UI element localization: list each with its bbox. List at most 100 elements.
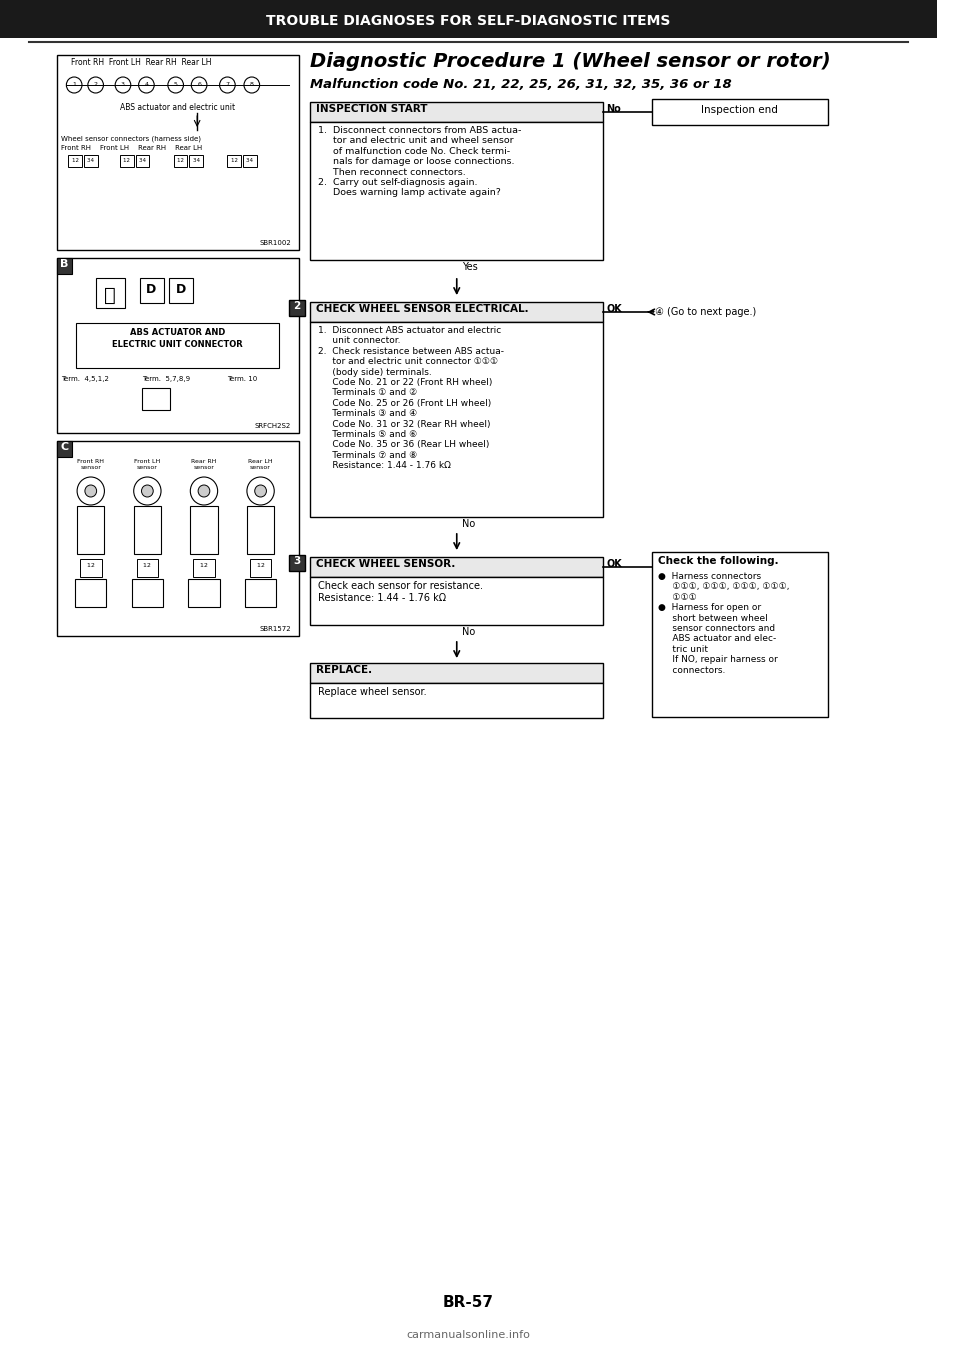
Text: OK: OK — [606, 304, 622, 314]
Text: 1⁠2: 1⁠2 — [72, 158, 79, 163]
Text: 1⁠2: 1⁠2 — [143, 564, 152, 568]
Bar — [310, 663, 603, 683]
Bar — [188, 579, 220, 607]
Bar — [310, 577, 603, 625]
Bar — [75, 579, 107, 607]
Bar — [68, 155, 82, 167]
Bar — [76, 323, 279, 368]
Text: 7: 7 — [226, 81, 229, 87]
Text: C: C — [60, 441, 68, 452]
Text: 6: 6 — [197, 81, 201, 87]
Text: 4: 4 — [144, 81, 149, 87]
Text: CHECK WHEEL SENSOR.: CHECK WHEEL SENSOR. — [316, 559, 456, 569]
Bar — [189, 155, 203, 167]
Text: Inspection end: Inspection end — [702, 105, 779, 115]
Text: CHECK WHEEL SENSOR ELECTRICAL.: CHECK WHEEL SENSOR ELECTRICAL. — [316, 304, 529, 314]
Circle shape — [198, 485, 210, 497]
Bar — [120, 155, 133, 167]
Text: 1.  Disconnect ABS actuator and electric
     unit connector.
2.  Check resistan: 1. Disconnect ABS actuator and electric … — [318, 326, 504, 470]
Text: Diagnostic Procedure 1 (Wheel sensor or rotor): Diagnostic Procedure 1 (Wheel sensor or … — [310, 52, 831, 71]
Circle shape — [220, 77, 235, 92]
Text: SBR1572: SBR1572 — [259, 626, 291, 631]
Bar — [310, 102, 603, 122]
Text: Front RH
sensor: Front RH sensor — [77, 459, 105, 470]
Text: ELECTRIC UNIT CONNECTOR: ELECTRIC UNIT CONNECTOR — [112, 340, 243, 349]
Text: 1⁠2: 1⁠2 — [230, 158, 238, 163]
Bar — [132, 579, 163, 607]
Circle shape — [254, 485, 267, 497]
Text: Check the following.: Check the following. — [658, 555, 779, 566]
Text: SRFCH2S2: SRFCH2S2 — [254, 422, 291, 429]
Bar — [169, 278, 193, 303]
Text: SBR1002: SBR1002 — [259, 240, 291, 246]
Text: 3: 3 — [121, 81, 125, 87]
Bar — [84, 155, 98, 167]
Text: Rear LH
sensor: Rear LH sensor — [249, 459, 273, 470]
Circle shape — [66, 77, 82, 92]
Text: Rear RH
sensor: Rear RH sensor — [191, 459, 217, 470]
Text: 1⁠2: 1⁠2 — [86, 564, 95, 568]
Text: 3⁠4: 3⁠4 — [193, 158, 200, 163]
Circle shape — [190, 477, 218, 505]
Text: Front RH  Front LH  Rear RH  Rear LH: Front RH Front LH Rear RH Rear LH — [71, 58, 212, 67]
Text: Wheel sensor connectors (harness side): Wheel sensor connectors (harness side) — [61, 134, 202, 141]
Bar — [57, 441, 299, 636]
Bar — [310, 683, 603, 718]
Bar — [135, 155, 150, 167]
Circle shape — [115, 77, 131, 92]
Bar — [80, 559, 102, 577]
Bar — [310, 122, 603, 259]
Text: 3: 3 — [293, 555, 300, 566]
Bar — [250, 559, 272, 577]
Text: B: B — [60, 259, 68, 269]
Text: Replace wheel sensor.: Replace wheel sensor. — [318, 687, 427, 697]
Text: 1.  Disconnect connectors from ABS actua-
     tor and electric unit and wheel s: 1. Disconnect connectors from ABS actua-… — [318, 126, 521, 197]
Bar — [190, 507, 218, 554]
Text: ⌕: ⌕ — [105, 287, 116, 306]
Bar — [0, 0, 937, 38]
Text: 3⁠4: 3⁠4 — [87, 158, 94, 163]
Text: 8: 8 — [250, 81, 253, 87]
Bar — [652, 99, 828, 125]
Text: carmanualsonline.info: carmanualsonline.info — [406, 1329, 530, 1340]
Bar — [652, 551, 828, 717]
Bar — [289, 555, 304, 570]
Circle shape — [138, 77, 155, 92]
Bar — [57, 56, 299, 250]
Text: No: No — [462, 627, 475, 637]
Bar — [289, 300, 304, 316]
Text: 1⁠2: 1⁠2 — [124, 158, 131, 163]
Bar — [247, 507, 275, 554]
Bar — [139, 278, 164, 303]
Circle shape — [191, 77, 207, 92]
Bar — [96, 278, 125, 308]
Text: ABS actuator and electric unit: ABS actuator and electric unit — [120, 103, 235, 111]
Text: Front RH    Front LH    Rear RH    Rear LH: Front RH Front LH Rear RH Rear LH — [61, 145, 203, 151]
Text: 3⁠4: 3⁠4 — [139, 158, 146, 163]
Text: INSPECTION START: INSPECTION START — [316, 105, 428, 114]
Text: D: D — [146, 282, 156, 296]
Text: Malfunction code No. 21, 22, 25, 26, 31, 32, 35, 36 or 18: Malfunction code No. 21, 22, 25, 26, 31,… — [310, 77, 732, 91]
Bar — [243, 155, 256, 167]
Circle shape — [77, 477, 105, 505]
Bar — [77, 507, 105, 554]
Text: No: No — [462, 519, 475, 530]
Bar — [310, 322, 603, 517]
Text: BR-57: BR-57 — [443, 1296, 494, 1310]
Text: Front LH
sensor: Front LH sensor — [134, 459, 160, 470]
Text: Term. 10: Term. 10 — [228, 376, 257, 382]
Bar — [133, 507, 161, 554]
Text: REPLACE.: REPLACE. — [316, 665, 372, 675]
Text: Yes: Yes — [462, 262, 477, 272]
Bar — [228, 155, 241, 167]
Text: Term.  5,7,8,9: Term. 5,7,8,9 — [142, 376, 191, 382]
Bar — [310, 557, 603, 577]
Bar — [310, 301, 603, 322]
Bar — [245, 579, 276, 607]
Text: D: D — [176, 282, 185, 296]
Text: 2: 2 — [293, 301, 300, 311]
Circle shape — [141, 485, 154, 497]
Bar — [142, 388, 170, 410]
Text: →④ (Go to next page.): →④ (Go to next page.) — [647, 307, 756, 316]
Text: OK: OK — [606, 559, 622, 569]
